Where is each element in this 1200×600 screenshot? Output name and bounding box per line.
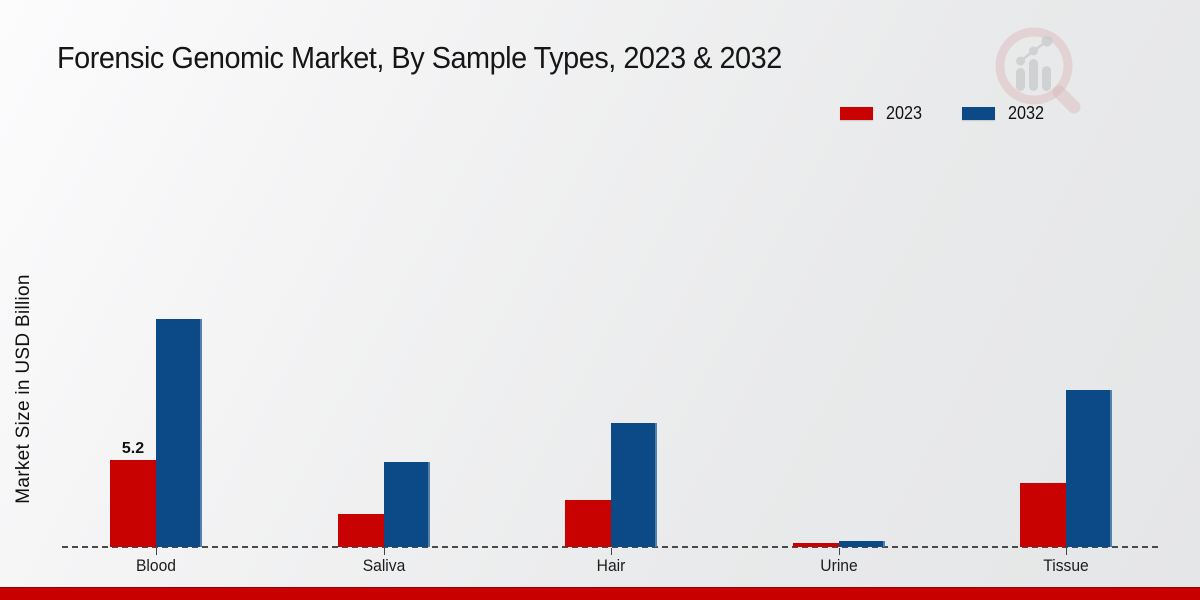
bar-group-urine xyxy=(792,541,885,547)
bar-2032-saliva xyxy=(383,462,430,547)
bar-group-blood: 5.2 xyxy=(110,319,202,547)
bar-2023-hair xyxy=(565,500,611,547)
category-label-urine: Urine xyxy=(819,556,858,575)
bar-2023-saliva xyxy=(337,514,384,547)
category-label-hair: Hair xyxy=(596,556,626,575)
page-title: Forensic Genomic Market, By Sample Types… xyxy=(57,40,782,75)
bar-group-tissue xyxy=(1020,390,1112,547)
x-tick-saliva xyxy=(383,548,385,555)
legend-label-2023: 2023 xyxy=(885,103,922,123)
legend-item-2032: 2032 xyxy=(961,103,1048,124)
category-label-tissue: Tissue xyxy=(1043,556,1089,575)
x-tick-tissue xyxy=(1066,548,1067,555)
bar-2032-blood xyxy=(156,319,202,547)
category-label-saliva: Saliva xyxy=(362,556,405,575)
x-axis-baseline xyxy=(62,546,1158,548)
x-tick-blood xyxy=(156,548,157,555)
legend-label-2032: 2032 xyxy=(1007,103,1044,123)
footer-accent-bar xyxy=(0,587,1200,600)
x-tick-hair xyxy=(611,548,612,555)
category-label-blood: Blood xyxy=(135,556,176,575)
bar-group-saliva xyxy=(337,462,430,547)
bar-2032-urine xyxy=(838,541,885,547)
x-tick-urine xyxy=(838,548,840,555)
bar-group-hair xyxy=(565,423,657,547)
bar-2023-urine xyxy=(792,543,839,547)
legend-swatch-2032 xyxy=(961,107,995,120)
legend-swatch-2023 xyxy=(839,107,873,120)
bar-2032-hair xyxy=(611,423,657,547)
legend-item-2023: 2023 xyxy=(839,103,926,124)
magnifier-analytics-logo-icon xyxy=(995,27,1081,114)
legend: 2023 2032 xyxy=(839,103,1048,124)
bar-2023-blood: 5.2 xyxy=(110,440,156,547)
data-label-2023-blood: 5.2 xyxy=(121,440,145,457)
bar-2023-tissue xyxy=(1020,483,1066,547)
bar-2032-tissue xyxy=(1066,390,1112,547)
